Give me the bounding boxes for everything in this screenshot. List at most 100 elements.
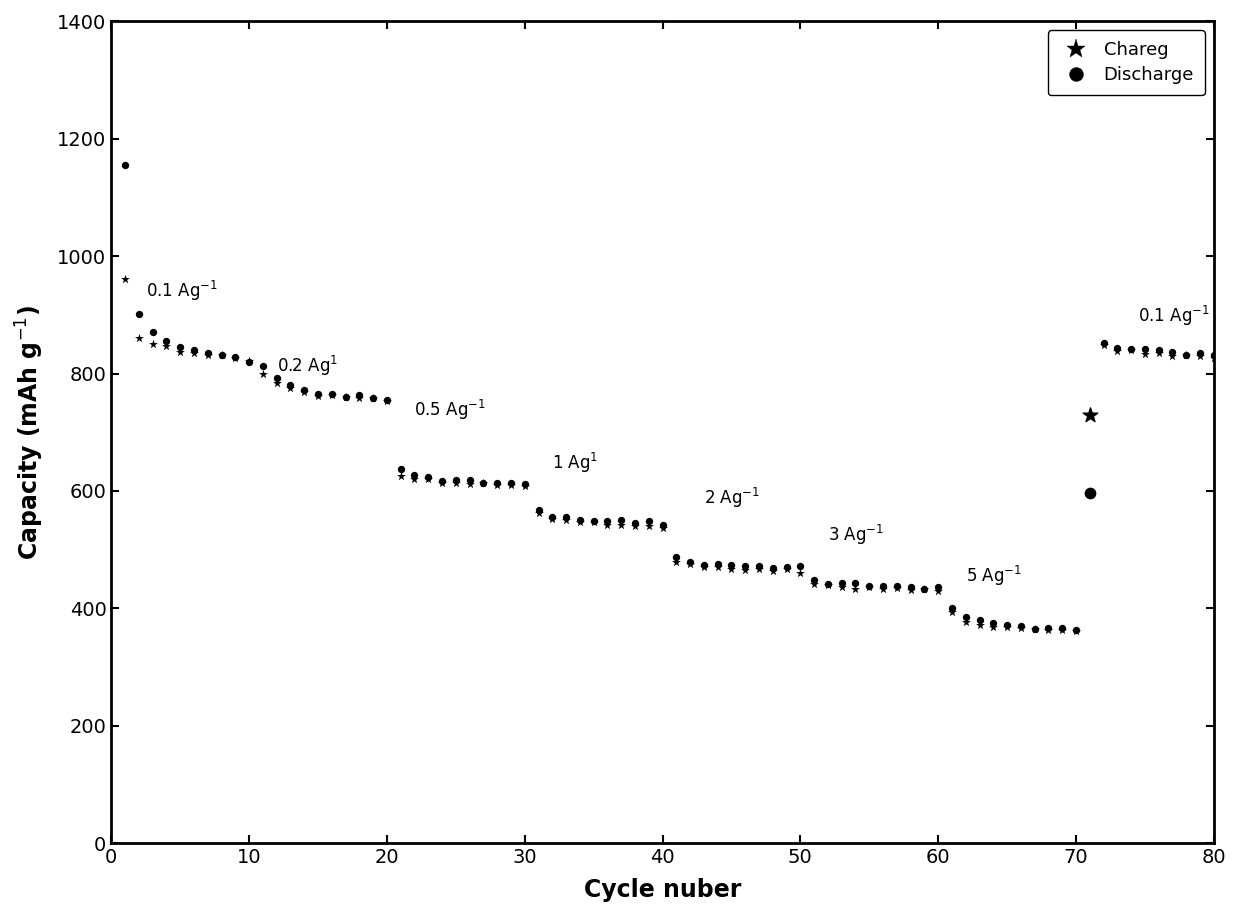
- Point: [460, 473, 480, 487]
- Point: [1204, 348, 1224, 363]
- Point: [391, 469, 410, 484]
- Point: [198, 347, 218, 362]
- Point: [859, 580, 879, 594]
- Point: [1135, 346, 1154, 361]
- Point: [1204, 351, 1224, 365]
- Point: [956, 615, 976, 629]
- Point: [681, 554, 701, 569]
- Point: [377, 393, 397, 408]
- Point: [280, 378, 300, 393]
- Point: [528, 506, 548, 520]
- Point: [515, 476, 534, 491]
- Point: [666, 555, 686, 570]
- Point: [1039, 622, 1059, 637]
- Point: [681, 557, 701, 572]
- Y-axis label: Capacity (mAh g$^{-1}$): Capacity (mAh g$^{-1}$): [14, 305, 46, 560]
- Text: 2 Ag$^{-1}$: 2 Ag$^{-1}$: [704, 485, 760, 509]
- Point: [584, 514, 604, 529]
- Point: [308, 388, 327, 403]
- Point: [308, 387, 327, 401]
- Point: [722, 557, 742, 572]
- Point: [1094, 338, 1114, 353]
- Point: [1011, 618, 1030, 633]
- Point: [350, 388, 370, 403]
- Point: [391, 462, 410, 476]
- Point: [639, 519, 658, 534]
- Point: [942, 600, 962, 615]
- Point: [983, 616, 1003, 630]
- Point: [1190, 349, 1210, 364]
- Point: [900, 580, 920, 594]
- Point: [1011, 621, 1030, 636]
- Point: [694, 560, 714, 574]
- Point: [942, 605, 962, 619]
- Text: 0.1 Ag$^{-1}$: 0.1 Ag$^{-1}$: [146, 279, 218, 303]
- Point: [790, 565, 810, 580]
- Point: [143, 337, 162, 352]
- Point: [294, 383, 314, 398]
- Point: [611, 518, 631, 532]
- Point: [226, 350, 246, 365]
- Point: [625, 516, 645, 530]
- Point: [115, 271, 135, 286]
- Text: 5 Ag$^{-1}$: 5 Ag$^{-1}$: [966, 563, 1022, 588]
- Point: [487, 477, 507, 492]
- Text: 0.5 Ag$^{-1}$: 0.5 Ag$^{-1}$: [414, 398, 486, 421]
- Point: [570, 513, 590, 528]
- Point: [722, 562, 742, 576]
- Point: [997, 617, 1017, 632]
- Point: [1039, 621, 1059, 636]
- Point: [557, 512, 577, 527]
- Point: [1024, 622, 1044, 637]
- Point: [253, 367, 273, 382]
- Text: 0.2 Ag$^{1}$: 0.2 Ag$^{1}$: [277, 354, 339, 377]
- Point: [1163, 344, 1183, 359]
- Text: 1 Ag$^{1}$: 1 Ag$^{1}$: [552, 451, 599, 474]
- Point: [528, 503, 548, 518]
- Point: [1121, 343, 1141, 357]
- Point: [735, 559, 755, 573]
- Point: [432, 475, 451, 490]
- Point: [859, 579, 879, 594]
- Point: [1053, 623, 1073, 638]
- Point: [474, 475, 494, 490]
- Point: [1107, 340, 1127, 354]
- Point: [873, 582, 893, 596]
- Point: [708, 556, 728, 571]
- Point: [212, 347, 232, 362]
- Point: [735, 562, 755, 577]
- Point: [363, 391, 383, 406]
- Point: [336, 390, 356, 405]
- Point: [1177, 347, 1197, 362]
- Point: [156, 333, 176, 348]
- Point: [749, 559, 769, 573]
- Point: [404, 467, 424, 482]
- Point: [1080, 485, 1100, 500]
- Point: [542, 512, 562, 527]
- Point: [652, 520, 672, 535]
- Point: [129, 331, 149, 345]
- Point: [184, 345, 203, 360]
- Point: [929, 583, 949, 598]
- Point: [818, 576, 838, 591]
- Point: [652, 518, 672, 532]
- Point: [846, 576, 866, 591]
- Point: [983, 619, 1003, 634]
- Legend: Chareg, Discharge: Chareg, Discharge: [1048, 30, 1205, 95]
- Point: [708, 559, 728, 573]
- Point: [1053, 620, 1073, 635]
- Point: [832, 576, 852, 591]
- Point: [239, 354, 259, 369]
- Point: [805, 576, 825, 591]
- Point: [1190, 346, 1210, 361]
- Point: [170, 344, 190, 359]
- Point: [1135, 342, 1154, 356]
- Point: [749, 562, 769, 576]
- Point: [1177, 348, 1197, 363]
- Point: [267, 376, 286, 390]
- Point: [914, 582, 934, 596]
- Point: [1094, 335, 1114, 350]
- Point: [557, 510, 577, 525]
- Point: [639, 514, 658, 529]
- Point: [1066, 624, 1086, 638]
